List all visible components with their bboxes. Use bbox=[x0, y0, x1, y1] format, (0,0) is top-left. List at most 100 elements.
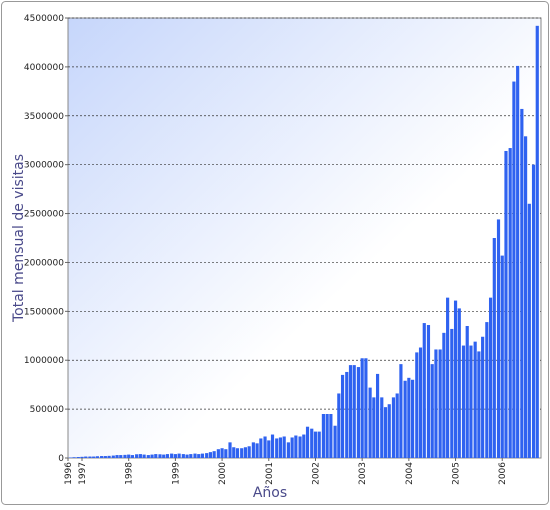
bar bbox=[283, 436, 286, 458]
x-tick-label: 2002 bbox=[311, 462, 321, 485]
bar bbox=[434, 349, 437, 458]
y-tick-label: 1500000 bbox=[24, 307, 64, 317]
bar bbox=[419, 348, 422, 458]
bar bbox=[182, 454, 185, 458]
bar bbox=[170, 454, 173, 458]
bar bbox=[477, 351, 480, 458]
bar bbox=[345, 372, 348, 458]
bar bbox=[143, 455, 146, 458]
bar bbox=[333, 426, 336, 458]
bar bbox=[197, 454, 200, 458]
bar bbox=[127, 455, 130, 458]
bar bbox=[104, 456, 107, 458]
bar bbox=[524, 136, 527, 458]
bar bbox=[147, 455, 150, 458]
bar bbox=[353, 365, 356, 458]
bar bbox=[108, 456, 111, 458]
bar bbox=[329, 414, 332, 458]
bar bbox=[88, 457, 91, 458]
bar bbox=[84, 457, 87, 458]
bar bbox=[256, 443, 259, 458]
x-tick-label: 2006 bbox=[498, 462, 508, 485]
bar bbox=[240, 448, 243, 458]
x-tick-label: 2004 bbox=[405, 462, 415, 485]
bar bbox=[298, 436, 301, 458]
bar bbox=[439, 349, 442, 458]
y-tick-label: 3000000 bbox=[24, 161, 64, 171]
bar bbox=[263, 436, 266, 458]
bar bbox=[275, 438, 278, 458]
y-axis-title: Total mensual de visitas bbox=[11, 154, 27, 323]
y-tick-label: 2000000 bbox=[24, 258, 64, 268]
y-tick-label: 4500000 bbox=[24, 14, 64, 24]
bar bbox=[364, 358, 367, 458]
bar bbox=[310, 429, 313, 458]
y-tick-label: 2500000 bbox=[24, 210, 64, 220]
bar bbox=[100, 456, 103, 458]
x-axis-title: Años bbox=[253, 485, 287, 501]
bar bbox=[77, 457, 80, 458]
bar bbox=[178, 454, 181, 458]
bar bbox=[123, 455, 126, 458]
bar bbox=[302, 435, 305, 458]
bar bbox=[462, 346, 465, 458]
bar bbox=[431, 364, 434, 458]
y-tick-label: 4000000 bbox=[24, 63, 64, 73]
bar bbox=[244, 447, 247, 458]
bar bbox=[474, 342, 477, 458]
bar bbox=[404, 381, 407, 458]
bar bbox=[501, 256, 504, 458]
bar bbox=[80, 457, 83, 458]
x-tick-label: 1997 bbox=[78, 462, 88, 485]
bar bbox=[119, 455, 122, 458]
bar bbox=[384, 407, 387, 458]
bar bbox=[512, 82, 515, 458]
bar bbox=[357, 367, 360, 458]
bar bbox=[536, 26, 539, 458]
bar bbox=[193, 454, 196, 458]
bar bbox=[96, 456, 99, 458]
bar bbox=[376, 374, 379, 458]
bar bbox=[469, 346, 472, 458]
bar bbox=[236, 448, 239, 458]
bar bbox=[466, 326, 469, 458]
bar bbox=[139, 454, 142, 458]
bar bbox=[392, 397, 395, 458]
bar bbox=[150, 455, 153, 458]
bar bbox=[252, 442, 255, 458]
bar bbox=[135, 454, 138, 458]
bar bbox=[485, 322, 488, 458]
bar bbox=[427, 325, 430, 458]
bar bbox=[423, 323, 426, 458]
bar bbox=[294, 436, 297, 458]
bar bbox=[396, 393, 399, 458]
bar bbox=[446, 298, 449, 458]
y-tick-label: 500000 bbox=[30, 405, 65, 415]
bar bbox=[166, 454, 169, 458]
bar bbox=[232, 447, 235, 458]
bar bbox=[493, 238, 496, 458]
bar bbox=[528, 204, 531, 458]
bar bbox=[217, 449, 220, 458]
bar bbox=[369, 388, 372, 458]
bar bbox=[267, 440, 270, 458]
bar bbox=[415, 352, 418, 458]
bar bbox=[189, 454, 192, 458]
bar bbox=[337, 393, 340, 458]
bar bbox=[372, 397, 375, 458]
bar bbox=[228, 442, 231, 458]
bar bbox=[205, 453, 208, 458]
bar bbox=[185, 455, 188, 458]
y-tick-label: 1000000 bbox=[24, 356, 64, 366]
bar bbox=[497, 219, 500, 458]
bar bbox=[162, 455, 165, 458]
bar bbox=[306, 427, 309, 458]
bar bbox=[112, 456, 115, 458]
bar bbox=[341, 375, 344, 458]
bar bbox=[115, 455, 118, 458]
x-tick-label: 1996 bbox=[64, 462, 74, 485]
x-tick-label: 2003 bbox=[358, 462, 368, 485]
bar bbox=[213, 451, 216, 458]
bar bbox=[407, 378, 410, 458]
